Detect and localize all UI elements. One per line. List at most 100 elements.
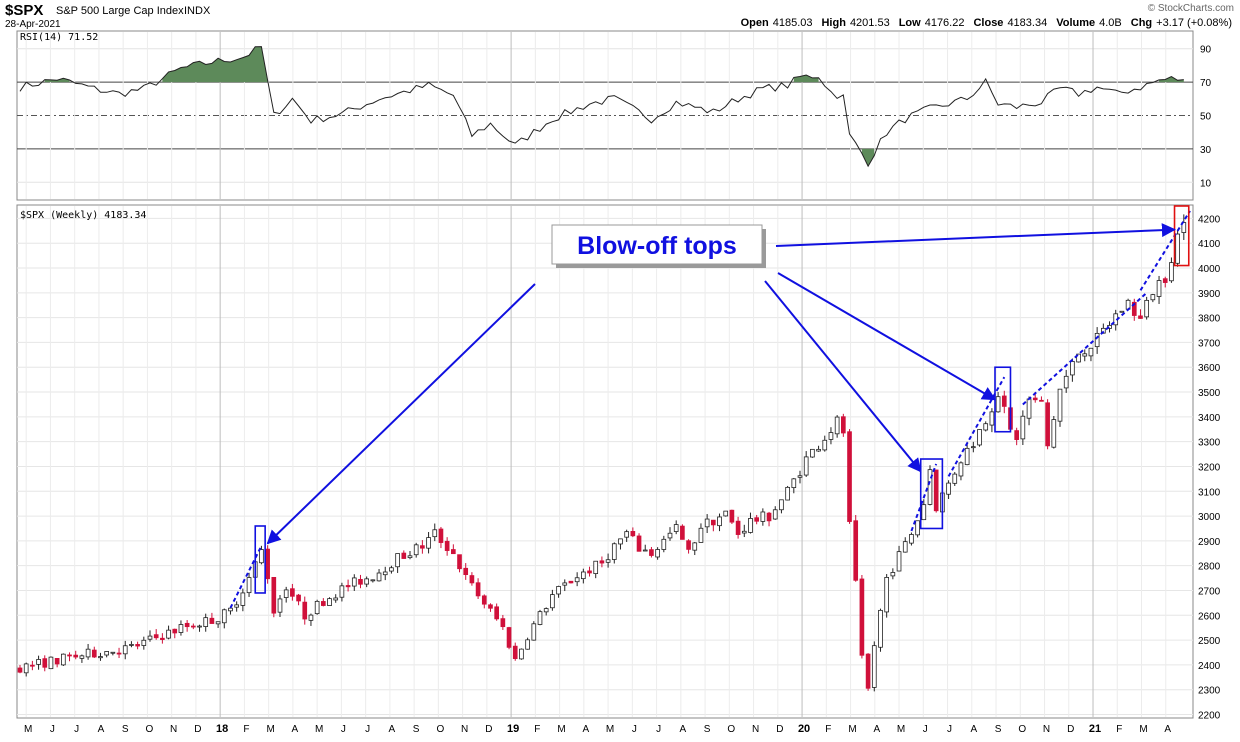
candle-body bbox=[333, 597, 339, 601]
candle bbox=[30, 660, 35, 671]
candle-body bbox=[741, 530, 747, 534]
candle-body bbox=[1032, 397, 1038, 401]
annotation-text: Blow-off tops bbox=[577, 232, 737, 260]
candle-body bbox=[1026, 398, 1032, 419]
x-tick-label: N bbox=[170, 724, 177, 735]
candle bbox=[1144, 296, 1149, 320]
x-tick-label: M bbox=[606, 724, 614, 735]
candle bbox=[636, 533, 642, 552]
ohlc-label: Open bbox=[741, 17, 769, 29]
rsi-tick-label: 70 bbox=[1200, 78, 1212, 89]
candle-body bbox=[203, 617, 209, 627]
candle-body bbox=[166, 629, 171, 639]
candle-body bbox=[1063, 375, 1069, 389]
x-tick-label: O bbox=[436, 724, 444, 735]
candle-body bbox=[110, 651, 116, 654]
candle bbox=[197, 624, 202, 632]
candle-body bbox=[785, 486, 790, 501]
candle bbox=[1150, 293, 1156, 303]
candle-body bbox=[283, 589, 289, 598]
candle-body bbox=[915, 520, 920, 536]
candle bbox=[420, 540, 425, 554]
x-tick-label: F bbox=[825, 724, 831, 735]
candle-body bbox=[209, 617, 215, 624]
price-tick-label: 2500 bbox=[1198, 636, 1221, 647]
x-tick-label: S bbox=[413, 724, 420, 735]
ohlc-label: High bbox=[821, 17, 846, 29]
candle-body bbox=[550, 594, 555, 609]
candle-body bbox=[147, 635, 153, 640]
candle bbox=[649, 546, 654, 558]
index-name: S&P 500 Large Cap Index bbox=[56, 5, 184, 17]
annotation-arrow bbox=[266, 283, 536, 545]
candle bbox=[191, 623, 196, 630]
x-tick-label: A bbox=[292, 724, 299, 735]
candle-body bbox=[389, 567, 394, 572]
candle bbox=[116, 647, 122, 659]
candle bbox=[358, 574, 363, 589]
candle-body bbox=[760, 511, 766, 522]
candle bbox=[562, 579, 568, 592]
candle-body bbox=[971, 446, 976, 449]
candle-body bbox=[85, 648, 91, 658]
x-tick-label: J bbox=[923, 724, 928, 735]
candle-body bbox=[420, 545, 425, 549]
x-tick-label: 20 bbox=[798, 723, 810, 735]
chart-header: $SPX S&P 500 Large Cap Index INDX 28-Apr… bbox=[5, 2, 1234, 30]
candle bbox=[611, 542, 617, 564]
x-tick-label: M bbox=[848, 724, 856, 735]
candle-body bbox=[172, 628, 178, 634]
candle bbox=[79, 654, 85, 663]
candle-body bbox=[246, 577, 252, 594]
candle bbox=[704, 514, 710, 534]
candle-body bbox=[234, 604, 239, 608]
candle-body bbox=[537, 611, 543, 625]
candle bbox=[147, 630, 153, 642]
x-tick-label: D bbox=[194, 724, 201, 735]
candle-body bbox=[1175, 233, 1180, 264]
candle-body bbox=[909, 534, 914, 544]
candle bbox=[964, 441, 970, 466]
candle-body bbox=[810, 448, 815, 458]
candle bbox=[1001, 390, 1007, 414]
candle bbox=[531, 621, 537, 641]
ohlc-label: Close bbox=[973, 17, 1003, 29]
candle-body bbox=[98, 656, 103, 659]
candle bbox=[593, 560, 599, 579]
price-tick-label: 4000 bbox=[1198, 264, 1221, 275]
candle-body bbox=[599, 560, 605, 564]
candle-body bbox=[581, 571, 586, 580]
candle bbox=[1169, 257, 1174, 283]
candle-body bbox=[79, 655, 85, 659]
candle-body bbox=[1070, 361, 1075, 376]
price-tick-label: 3600 bbox=[1198, 363, 1221, 374]
candle-body bbox=[723, 510, 729, 517]
price-tick-label: 3300 bbox=[1198, 438, 1221, 449]
candle bbox=[432, 523, 438, 542]
x-axis: M J J A S O N D 18 F M A M J J A S O N D 19 F M A M J J A S O N D 20 F M A M… bbox=[24, 723, 1171, 735]
candle bbox=[314, 599, 320, 615]
candle-body bbox=[636, 535, 642, 552]
price-tick-label: 2800 bbox=[1198, 562, 1221, 573]
candle bbox=[1138, 309, 1143, 319]
price-label: $SPX (Weekly) 4183.34 bbox=[20, 210, 146, 221]
candle bbox=[816, 445, 821, 452]
candle bbox=[630, 527, 636, 538]
candle bbox=[871, 641, 877, 692]
candle-body bbox=[221, 609, 227, 624]
candle bbox=[135, 641, 140, 650]
x-tick-label: J bbox=[74, 724, 79, 735]
price-grid bbox=[17, 217, 1193, 716]
candle bbox=[506, 626, 512, 650]
candle-body bbox=[871, 645, 877, 688]
candle bbox=[915, 520, 920, 538]
candle bbox=[407, 551, 413, 560]
candle bbox=[605, 553, 611, 568]
candle-body bbox=[673, 524, 679, 532]
candle bbox=[451, 544, 456, 555]
candle-body bbox=[432, 529, 438, 538]
candle-body bbox=[494, 606, 499, 620]
candle-body bbox=[587, 570, 592, 574]
candle bbox=[153, 629, 159, 640]
candle bbox=[779, 499, 784, 514]
